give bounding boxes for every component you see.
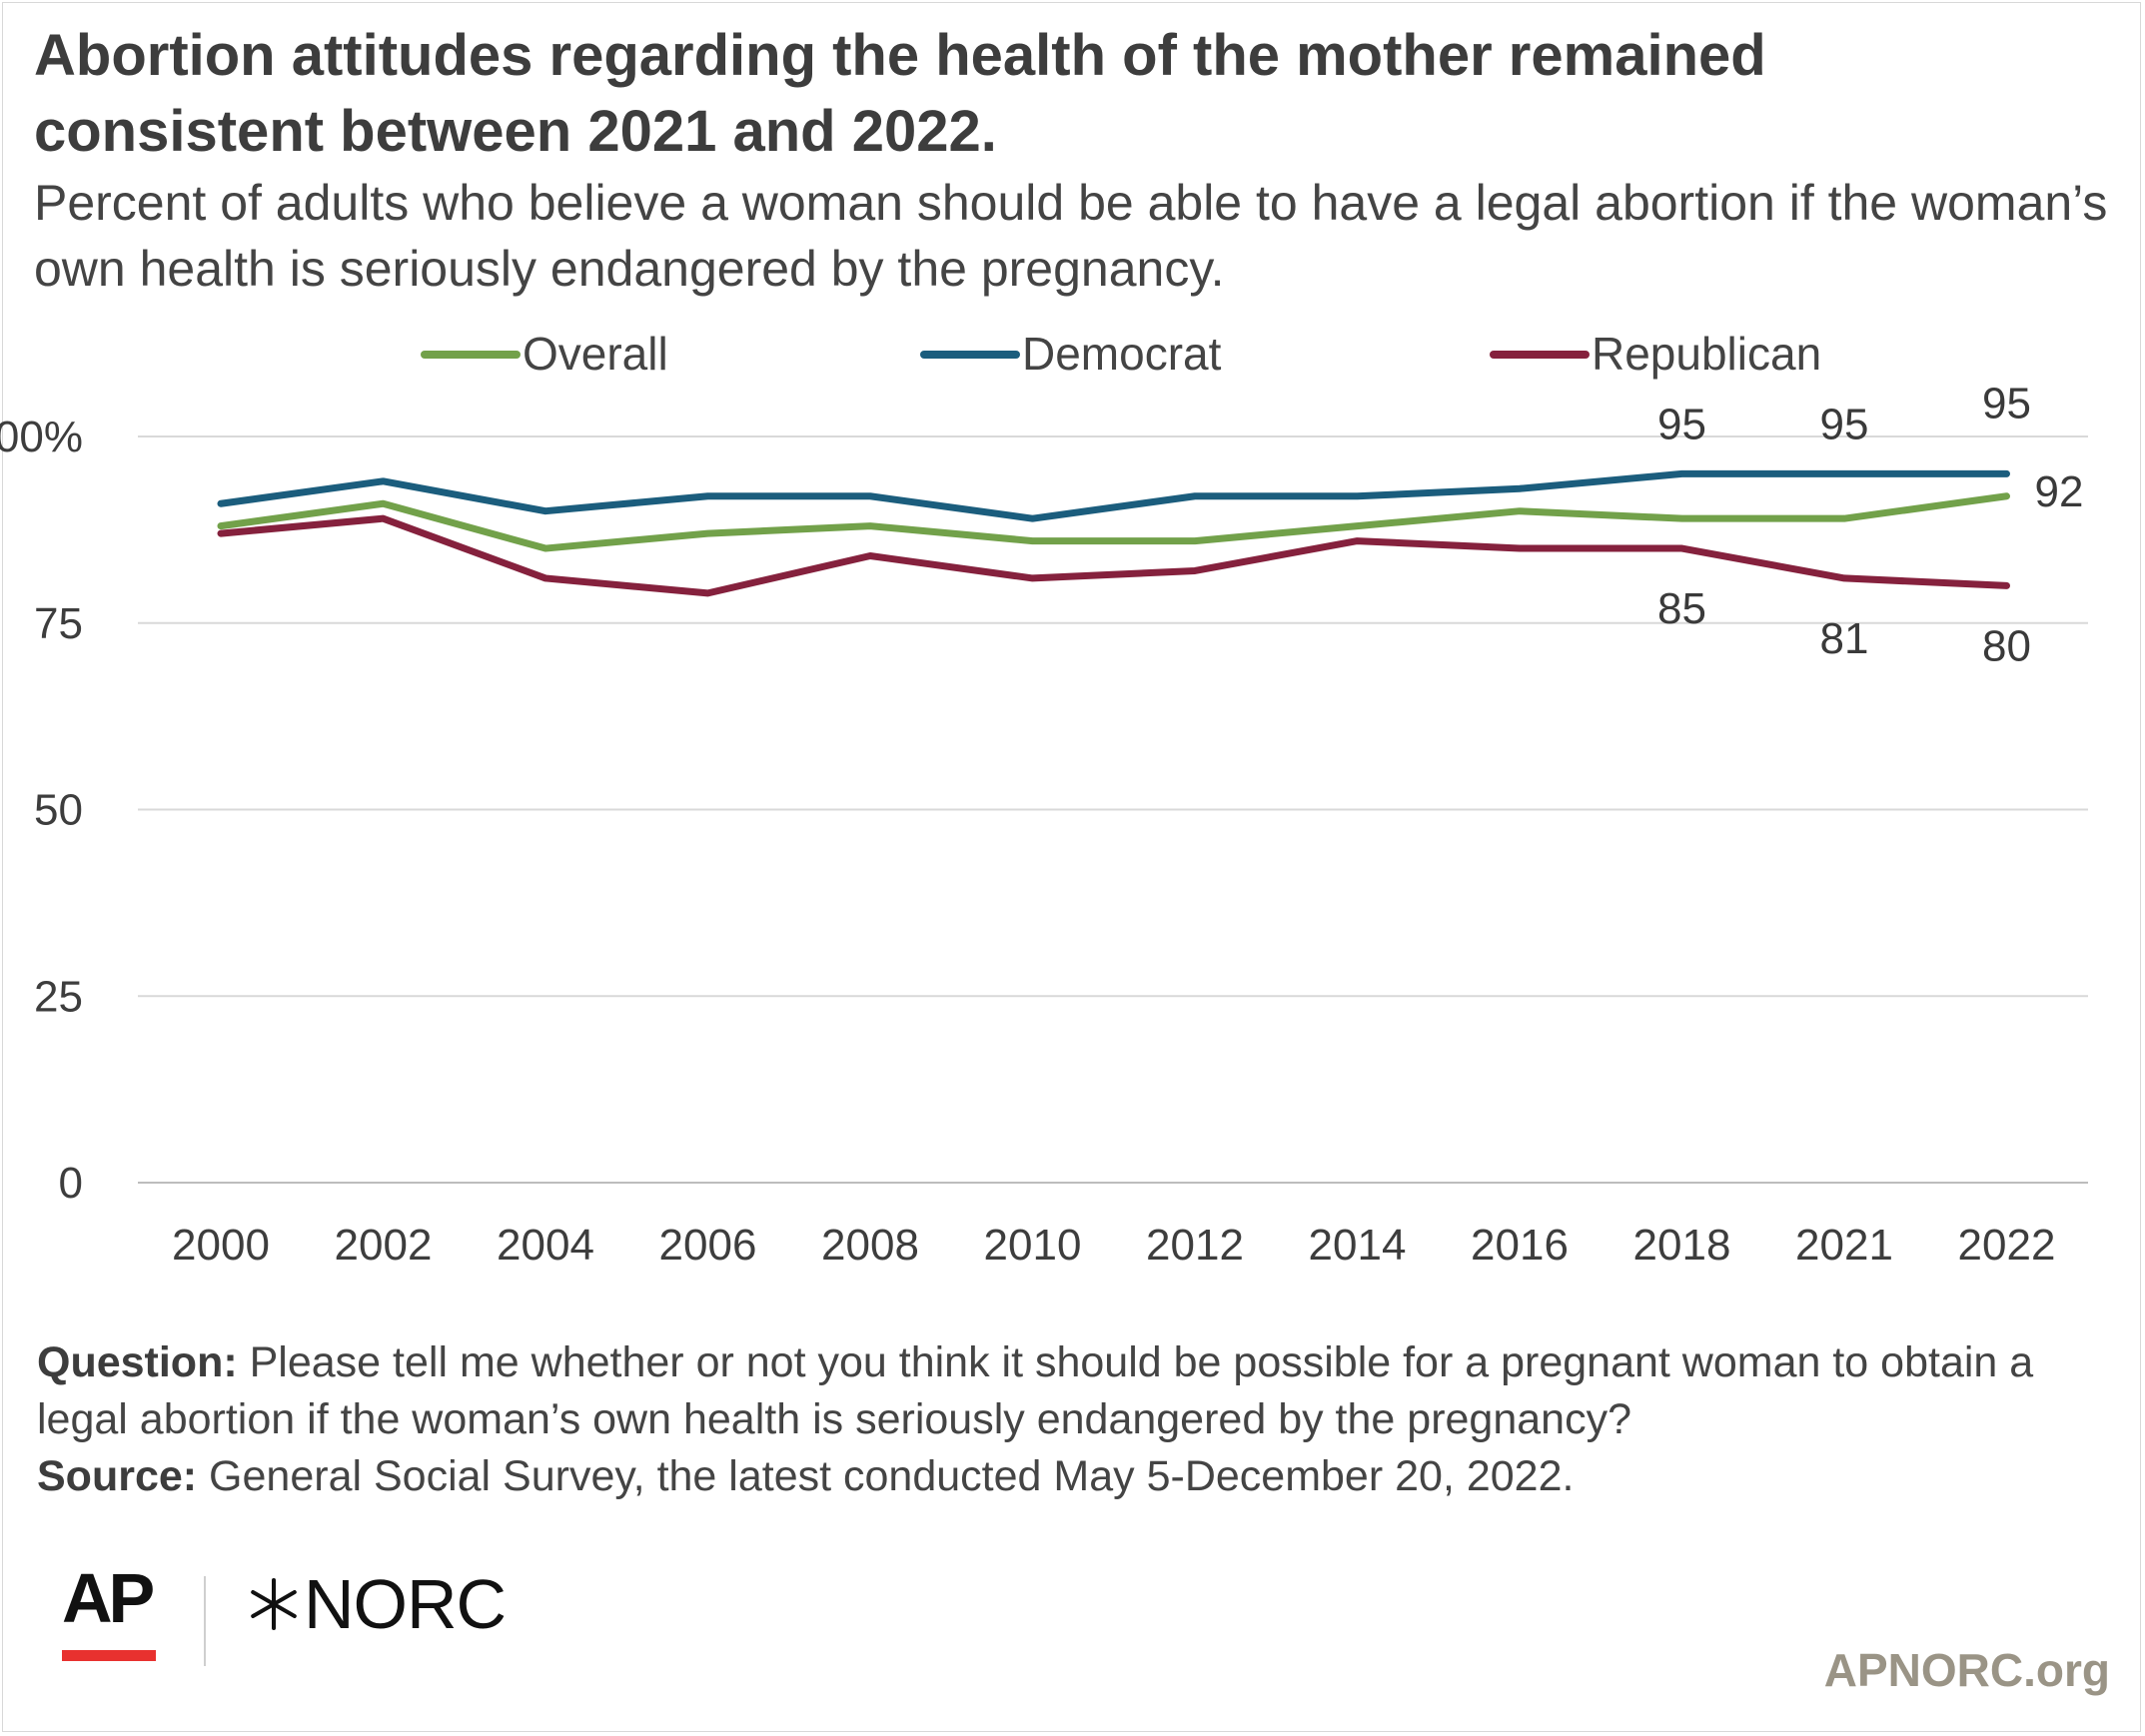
x-tick-label: 2010 xyxy=(984,1221,1082,1270)
y-axis-ticks: 0 25 50 75 100% xyxy=(0,413,83,1208)
line-chart: 0 25 50 75 100% 2000 2002 2004 2006 2008 2010 2012… xyxy=(0,328,2088,1270)
question-text: Please tell me whether or not you think … xyxy=(37,1338,2034,1443)
x-tick-label: 2004 xyxy=(497,1221,594,1270)
x-tick-label: 2016 xyxy=(1471,1221,1569,1270)
legend: Overall Democrat Republican xyxy=(421,328,1821,380)
data-label: 95 xyxy=(1657,400,1706,448)
ap-logo-underline xyxy=(62,1650,156,1661)
grid-lines xyxy=(138,435,2088,1184)
norc-logo-text: NORC xyxy=(304,1565,507,1643)
x-tick-label: 2012 xyxy=(1146,1221,1244,1270)
series-lines xyxy=(217,469,2010,597)
data-label: 85 xyxy=(1657,584,1706,633)
ap-logo: AP xyxy=(62,1563,158,1663)
ap-logo-text: AP xyxy=(62,1559,155,1637)
x-axis-ticks: 2000 2002 2004 2006 2008 2010 2012 2014 2016 2018… xyxy=(172,1221,2055,1270)
data-label: 80 xyxy=(1982,621,2031,670)
norc-logo: NORC xyxy=(246,1564,507,1644)
x-tick-label: 2008 xyxy=(821,1221,919,1270)
star-icon xyxy=(251,1578,297,1630)
chart-subtitle: Percent of adults who believe a woman sh… xyxy=(34,175,2108,297)
y-tick-label: 75 xyxy=(34,599,83,648)
logo-divider xyxy=(204,1576,206,1666)
legend-label: Overall xyxy=(523,328,668,380)
source-label: Source: xyxy=(37,1452,198,1500)
site-url: APNORC.org xyxy=(1823,1644,2110,1696)
question-label: Question: xyxy=(37,1338,238,1386)
series-line-republican xyxy=(217,514,2010,597)
x-tick-label: 2022 xyxy=(1958,1221,2056,1270)
series-line-democrat xyxy=(217,469,2010,522)
x-tick-label: 2021 xyxy=(1795,1221,1893,1270)
data-label: 92 xyxy=(2035,467,2084,516)
data-label: 81 xyxy=(1820,614,1869,663)
y-tick-label: 25 xyxy=(34,972,83,1021)
chart-title: Abortion attitudes regarding the health … xyxy=(34,23,1766,164)
source-text: General Social Survey, the latest conduc… xyxy=(197,1452,1575,1500)
legend-label: Democrat xyxy=(1022,328,1222,380)
x-tick-label: 2018 xyxy=(1633,1221,1731,1270)
chart-notes: Question: Please tell me whether or not … xyxy=(37,1334,2115,1505)
x-tick-label: 2000 xyxy=(172,1221,270,1270)
y-tick-label: 0 xyxy=(59,1159,83,1208)
y-tick-label: 100% xyxy=(0,413,83,461)
x-tick-label: 2006 xyxy=(659,1221,757,1270)
legend-label: Republican xyxy=(1592,328,1821,380)
x-tick-label: 2014 xyxy=(1309,1221,1407,1270)
data-label: 95 xyxy=(1820,400,1869,448)
data-label: 95 xyxy=(1982,379,2031,428)
x-tick-label: 2002 xyxy=(335,1221,433,1270)
series-line-overall xyxy=(217,492,2010,552)
y-tick-label: 50 xyxy=(34,786,83,835)
